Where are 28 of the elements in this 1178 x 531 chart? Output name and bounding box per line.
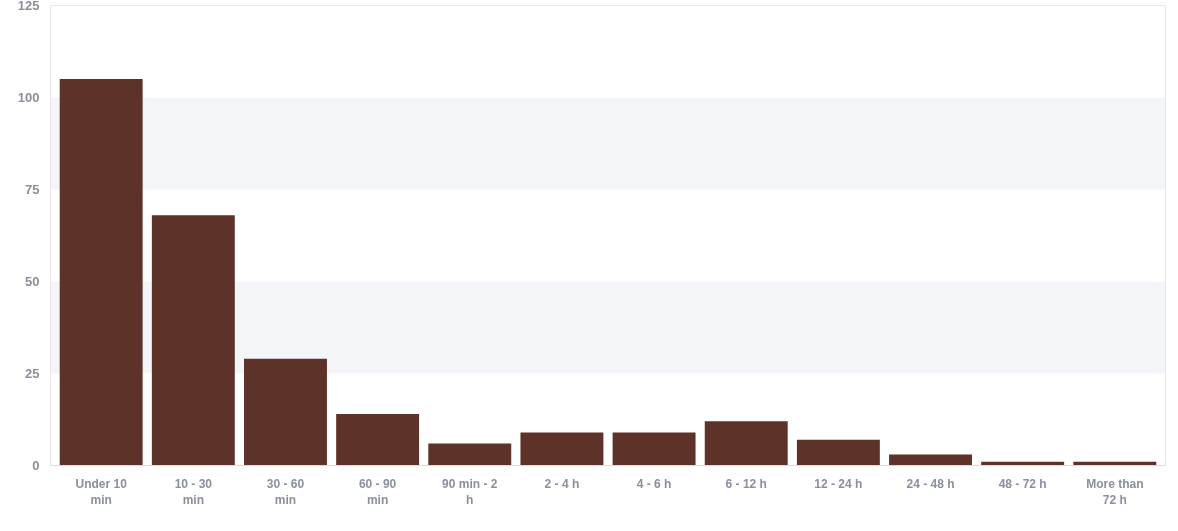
x-tick-label: 2 - 4 h (544, 476, 580, 491)
x-tick-label: 6 - 12 h (725, 476, 767, 491)
bar (336, 413, 420, 466)
bar (428, 443, 512, 466)
x-tick-label: 30 - 60 min (266, 476, 305, 508)
x-tick-label: 4 - 6 h (636, 476, 672, 491)
bar (59, 79, 143, 466)
bar (520, 432, 604, 466)
x-tick-label: More than 72 h (1086, 476, 1144, 508)
y-tick-label: 25 (25, 366, 40, 381)
y-tick-label: 125 (17, 0, 40, 13)
x-tick-label: 12 - 24 h (814, 476, 863, 491)
bar (889, 454, 972, 466)
y-tick-label: 0 (32, 458, 40, 473)
bar (704, 421, 788, 466)
x-tick-label: 48 - 72 h (998, 476, 1047, 491)
y-tick-label: 100 (17, 90, 40, 105)
x-tick-label: 24 - 48 h (906, 476, 955, 491)
x-tick-label: 10 - 30 min (174, 476, 213, 508)
bar (796, 439, 880, 466)
x-tick-label: Under 10 min (75, 476, 128, 508)
x-tick-label: 90 min - 2 h (442, 476, 498, 508)
bar (244, 358, 327, 466)
x-tick-label: 60 - 90 min (358, 476, 397, 508)
bar (151, 215, 235, 466)
y-tick-label: 50 (25, 274, 40, 289)
bar (612, 432, 696, 466)
y-tick-label: 75 (25, 182, 40, 197)
